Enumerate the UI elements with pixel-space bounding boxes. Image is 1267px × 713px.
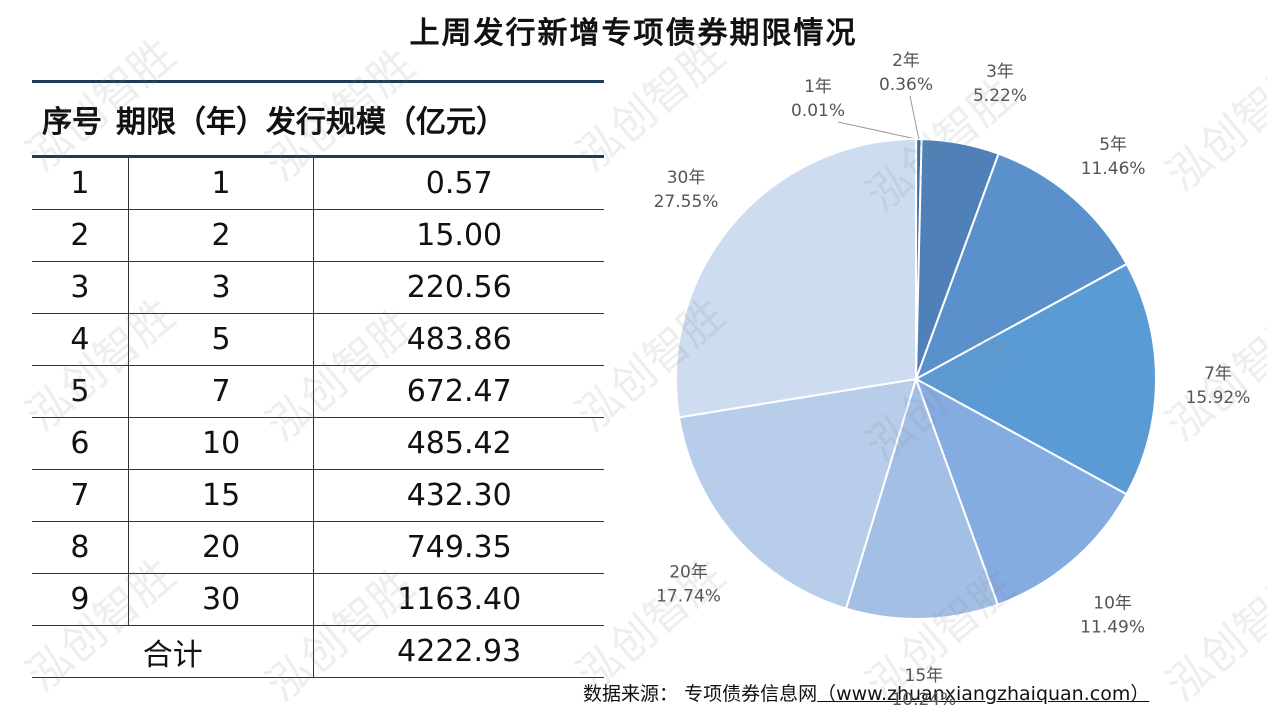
pie-percent-label: 0.01% xyxy=(791,101,845,121)
data-source: 数据来源： 专项债券信息网（www.zhuanxiangzhaiquan.com… xyxy=(583,679,1149,706)
pie-percent-label: 10.24% xyxy=(891,690,956,710)
row-no: 9 xyxy=(32,573,129,626)
pie-slice xyxy=(913,262,1157,496)
row-amount: 432.30 xyxy=(313,469,604,522)
table-top-rule xyxy=(32,80,604,83)
source-url[interactable]: （www.zhuanxiangzhaiquan.com） xyxy=(817,683,1150,705)
pie-category-label: 7年 xyxy=(1204,364,1232,384)
table-row: 5 7 672.47 xyxy=(32,365,604,418)
row-amount: 220.56 xyxy=(313,261,604,314)
pie-category-label: 2年 xyxy=(892,51,920,71)
row-term: 5 xyxy=(128,313,315,366)
row-no: 7 xyxy=(32,469,129,522)
pie-leader-line xyxy=(909,95,920,140)
row-no: 1 xyxy=(32,158,129,210)
row-term: 30 xyxy=(128,573,315,626)
table-row: 8 20 749.35 xyxy=(32,521,604,574)
pie-category-label: 20年 xyxy=(669,563,708,583)
table-body: 1 1 0.57 2 2 15.00 3 3 220.56 4 5 483.86 5 7 672.47 6 10… xyxy=(32,158,604,678)
table-row: 2 2 15.00 xyxy=(32,209,604,262)
pie-category-label: 3年 xyxy=(986,62,1014,82)
pie-percent-label: 5.22% xyxy=(973,86,1027,106)
pie-category-label: 1年 xyxy=(804,77,832,97)
pie-slice xyxy=(675,137,917,419)
row-term: 20 xyxy=(128,521,315,574)
total-amount: 4222.93 xyxy=(313,625,604,678)
row-no: 3 xyxy=(32,261,129,314)
pie-leader-line xyxy=(837,121,917,140)
pie-category-label: 5年 xyxy=(1099,135,1127,155)
row-no: 4 xyxy=(32,313,129,366)
row-amount: 0.57 xyxy=(313,158,604,210)
row-no: 2 xyxy=(32,209,129,262)
row-no: 6 xyxy=(32,417,129,470)
chart-title: 上周发行新增专项债券期限情况 xyxy=(409,16,858,51)
pie-slice xyxy=(914,152,1129,382)
pie-slice xyxy=(677,377,918,610)
header-no: 序号 xyxy=(42,105,102,140)
row-no: 5 xyxy=(32,365,129,418)
row-amount: 485.42 xyxy=(313,417,604,470)
pie-category-label: 30年 xyxy=(667,168,706,188)
row-amount: 483.86 xyxy=(313,313,604,366)
pie-percent-label: 27.55% xyxy=(654,192,719,212)
table-header: 序号 期限（年） 发行规模（亿元） xyxy=(32,83,604,155)
table-row: 6 10 485.42 xyxy=(32,417,604,470)
pie-percent-label: 11.46% xyxy=(1081,159,1146,179)
table-row: 1 1 0.57 xyxy=(32,158,604,210)
table-row: 3 3 220.56 xyxy=(32,261,604,314)
total-label: 合计 xyxy=(32,625,315,678)
pie-category-label: 10年 xyxy=(1093,593,1132,613)
table-row: 4 5 483.86 xyxy=(32,313,604,366)
pie-percent-label: 17.74% xyxy=(656,587,721,607)
row-amount: 672.47 xyxy=(313,365,604,418)
row-term: 7 xyxy=(128,365,315,418)
row-term: 1 xyxy=(128,158,315,210)
source-label: 数据来源： xyxy=(583,683,679,705)
source-name: 专项债券信息网 xyxy=(684,683,818,705)
row-term: 3 xyxy=(128,261,315,314)
row-no: 8 xyxy=(32,521,129,574)
table-row: 9 30 1163.40 xyxy=(32,573,604,626)
row-term: 2 xyxy=(128,209,315,262)
table-row: 7 15 432.30 xyxy=(32,469,604,522)
header-amount: 发行规模（亿元） xyxy=(266,105,506,140)
pie-slice xyxy=(844,375,1000,620)
pie-percent-label: 11.49% xyxy=(1080,617,1145,637)
table-total-row: 合计 4222.93 xyxy=(32,625,604,678)
pie-category-label: 15年 xyxy=(905,666,944,686)
pie-percent-label: 0.36% xyxy=(879,75,933,95)
row-term: 10 xyxy=(128,417,315,470)
row-amount: 1163.40 xyxy=(313,573,604,626)
header-term: 期限（年） xyxy=(116,105,266,140)
row-term: 15 xyxy=(128,469,315,522)
pie-slice xyxy=(914,376,1128,606)
table-header-rule xyxy=(32,155,604,158)
row-amount: 15.00 xyxy=(313,209,604,262)
row-amount: 749.35 xyxy=(313,521,604,574)
pie-percent-label: 15.92% xyxy=(1186,388,1251,408)
